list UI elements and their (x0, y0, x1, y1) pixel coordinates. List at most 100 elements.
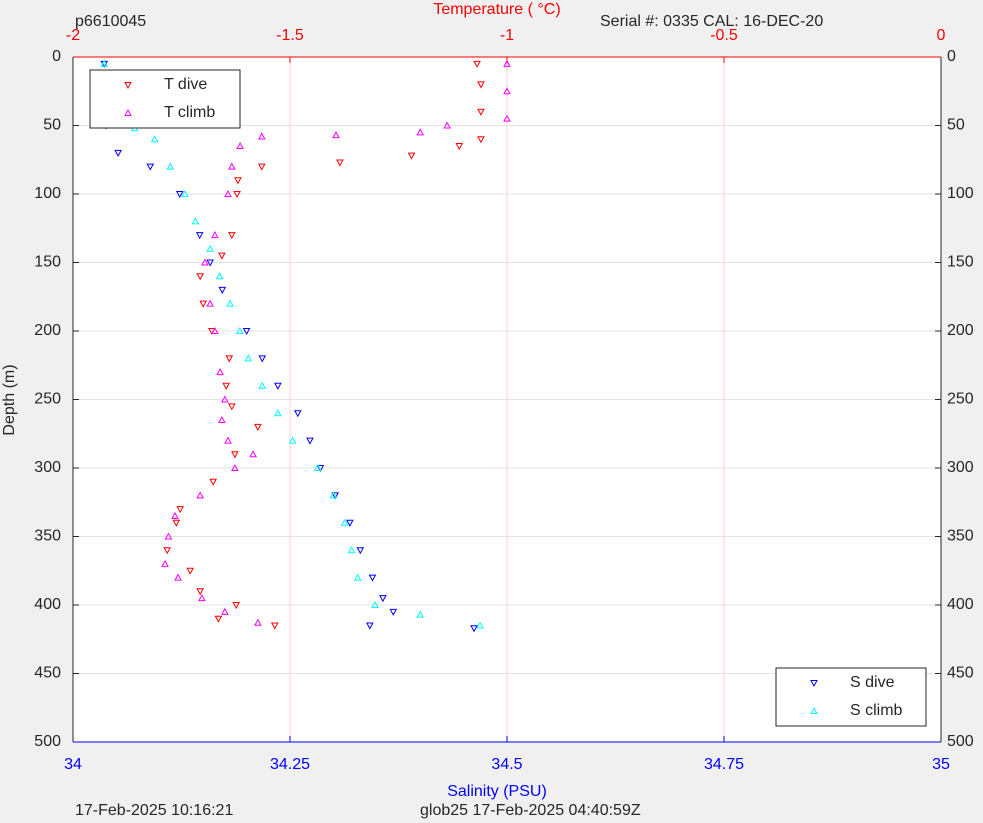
data-point (209, 478, 218, 486)
data-point (258, 355, 267, 363)
x2-tick-label: 0 (937, 27, 946, 44)
id-label: p6610045 (75, 13, 146, 30)
y-tick-label: 300 (34, 459, 61, 476)
y-axis-label: Depth (m) (1, 364, 18, 435)
x2-tick-label: -2 (66, 27, 80, 44)
x-tick-label: 34 (64, 756, 82, 773)
data-point (316, 465, 325, 473)
y-tick-label-right: 350 (947, 528, 974, 545)
data-point (186, 567, 195, 575)
data-point (274, 409, 282, 417)
legend-label: S dive (850, 674, 895, 691)
data-point (114, 149, 122, 157)
y-tick-label: 450 (34, 665, 61, 682)
footer-right: glob25 17-Feb-2025 04:40:59Z (420, 802, 641, 819)
data-point (258, 381, 267, 389)
y-tick-label: 0 (52, 48, 61, 65)
data-point (206, 259, 214, 267)
data-point (242, 328, 251, 336)
legend-box (775, 667, 927, 727)
data-point (313, 463, 322, 471)
data-point (174, 573, 182, 581)
data-point (163, 547, 172, 555)
data-point (346, 519, 354, 527)
data-point (503, 87, 511, 95)
data-point (257, 132, 266, 140)
data-point (225, 355, 234, 363)
y-tick-label-right: 150 (947, 254, 974, 271)
data-point (416, 610, 425, 618)
data-point (181, 189, 189, 197)
data-point (477, 81, 485, 89)
legend-label: S climb (850, 702, 903, 719)
serial-label: Serial #: 0335 CAL: 16-DEC-20 (600, 13, 823, 30)
data-point (332, 131, 340, 139)
data-point (215, 272, 224, 280)
data-point (224, 189, 232, 197)
data-point (293, 410, 302, 418)
data-point (340, 518, 349, 526)
y-tick-label: 200 (34, 322, 61, 339)
data-point (455, 143, 464, 151)
data-point (196, 273, 205, 281)
y-tick-label: 250 (34, 391, 61, 408)
y-tick-label: 350 (34, 528, 61, 545)
data-point (216, 368, 224, 376)
legend-box (89, 69, 241, 129)
data-point (146, 163, 155, 171)
data-point (416, 128, 425, 136)
data-point (254, 423, 262, 431)
y-tick-label-right: 500 (947, 733, 974, 750)
data-point (214, 615, 223, 623)
legend-marker (810, 706, 818, 714)
data-point (228, 162, 236, 170)
legend-label: T dive (164, 76, 207, 93)
data-point (353, 573, 362, 581)
x-tick-label: 34.25 (270, 756, 310, 773)
data-point (477, 108, 485, 116)
data-point (161, 559, 169, 567)
data-point (356, 547, 365, 555)
data-point (234, 177, 242, 185)
y-tick-label-right: 50 (947, 117, 965, 134)
data-point (470, 625, 478, 633)
data-point (206, 299, 214, 307)
data-point (175, 191, 184, 199)
data-point (195, 232, 204, 240)
chart-title: Temperature ( °C) (433, 1, 560, 18)
x-tick-label: 35 (932, 756, 950, 773)
data-point (477, 136, 485, 144)
data-point (198, 594, 206, 602)
data-point (249, 450, 257, 458)
data-point (371, 600, 379, 608)
data-point (232, 602, 241, 610)
data-point (270, 622, 279, 630)
y-tick-label-right: 400 (947, 596, 974, 613)
data-point (336, 159, 344, 167)
y-tick-label-right: 300 (947, 459, 974, 476)
data-point (196, 588, 205, 596)
data-point (244, 354, 253, 362)
data-point (228, 232, 236, 240)
data-point (199, 300, 208, 308)
data-point (211, 231, 219, 239)
data-point (331, 492, 339, 500)
data-point (368, 574, 377, 582)
data-point (476, 621, 484, 629)
data-point (221, 395, 229, 403)
data-point (503, 59, 511, 67)
data-point (224, 436, 232, 444)
data-point (257, 163, 266, 171)
x2-tick-label: -1 (500, 27, 514, 44)
data-point (201, 258, 209, 266)
data-point (218, 286, 227, 294)
footer-left: 17-Feb-2025 10:16:21 (75, 802, 233, 819)
data-point (233, 191, 241, 199)
data-point (206, 244, 214, 252)
data-point (329, 491, 338, 499)
y-tick-label: 500 (34, 733, 61, 750)
data-point (172, 519, 181, 527)
data-point (407, 152, 416, 160)
y-tick-label: 150 (34, 254, 61, 271)
